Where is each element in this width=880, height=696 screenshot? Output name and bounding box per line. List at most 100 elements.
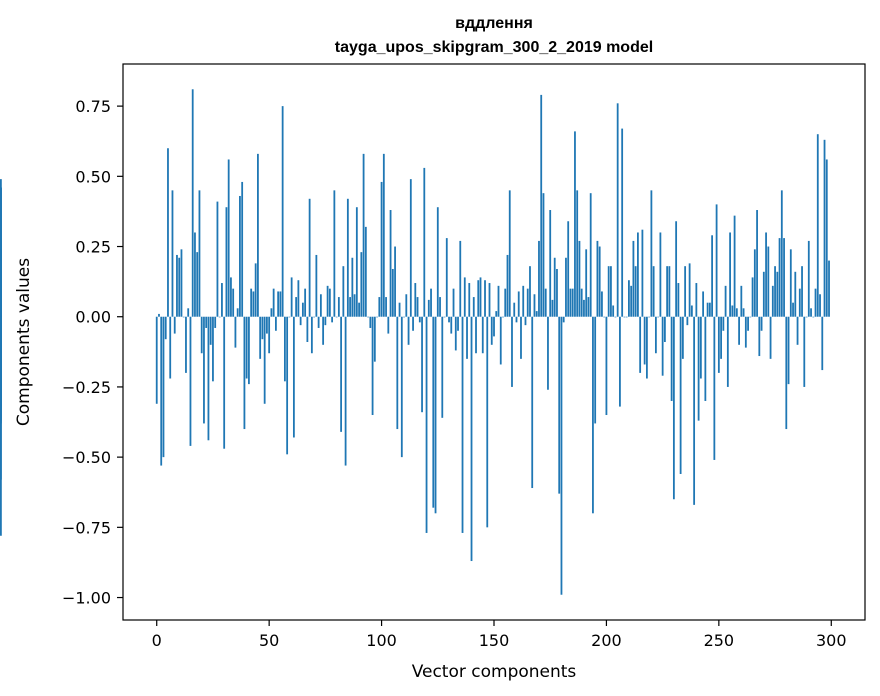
bar-197 <box>598 246 601 317</box>
bar-164 <box>524 316 527 326</box>
bar-196 <box>596 240 599 317</box>
x-tick-label: 250 <box>704 631 735 650</box>
bar-181 <box>562 316 565 323</box>
bar-131 <box>450 316 453 334</box>
bar-93 <box>364 226 367 317</box>
bar-129 <box>445 238 448 317</box>
y-tick-label: −1.00 <box>62 589 111 608</box>
bar-68 <box>308 198 311 317</box>
bar-152 <box>497 285 500 317</box>
bar-105 <box>391 268 394 317</box>
bar-249 <box>715 204 718 317</box>
bar-41 <box>248 316 250 385</box>
y-tick-label: 0.25 <box>75 238 111 257</box>
bar-113 <box>409 179 412 317</box>
bar-224 <box>659 232 662 317</box>
bar-124 <box>434 316 437 514</box>
bar-120 <box>425 316 428 533</box>
bar-270 <box>762 271 765 317</box>
bar-119 <box>423 167 426 317</box>
bar-274 <box>771 285 774 317</box>
bar-192 <box>587 297 590 317</box>
bar-180 <box>560 316 563 595</box>
bar-34 <box>232 288 235 317</box>
bar-128 <box>443 316 446 318</box>
x-axis-ticks: 0 50 100 150 200 250 300 <box>152 620 847 650</box>
bar-178 <box>556 268 558 317</box>
bar-94 <box>367 316 369 318</box>
bar-118 <box>421 316 423 413</box>
bar-232 <box>677 283 680 317</box>
bar-282 <box>789 249 792 317</box>
bar-244 <box>704 316 707 401</box>
bar-36 <box>236 308 239 317</box>
bar-24 <box>209 316 212 345</box>
bar-110 <box>403 316 405 318</box>
x-tick-label: 0 <box>152 631 162 650</box>
bar-74 <box>322 316 325 345</box>
bar-2 <box>160 316 163 466</box>
bar-21 <box>203 316 205 424</box>
y-tick-label: −0.75 <box>62 518 111 537</box>
bar-104 <box>389 210 392 317</box>
bar-130 <box>448 316 450 323</box>
bar-63 <box>297 280 300 317</box>
bar-229 <box>670 316 673 401</box>
bar-51 <box>270 308 273 317</box>
bar-205 <box>616 103 619 317</box>
bar-158 <box>511 316 513 387</box>
bar-85 <box>346 198 349 317</box>
bar-148 <box>488 283 491 317</box>
bar-298 <box>825 159 828 317</box>
bar-163 <box>522 285 525 317</box>
bar-195 <box>594 316 597 424</box>
bar-16 <box>191 89 194 317</box>
bar-47 <box>261 316 264 340</box>
bar-242 <box>699 316 702 379</box>
bar-18 <box>196 252 199 317</box>
bar-154 <box>502 316 504 318</box>
bar-39 <box>243 316 246 430</box>
bar-138 <box>466 316 468 359</box>
bar-107 <box>396 316 399 430</box>
bar-287 <box>801 266 803 317</box>
bar-46 <box>259 316 262 359</box>
bar-97 <box>373 316 376 362</box>
bar-135 <box>459 240 462 317</box>
bar-22 <box>205 316 208 328</box>
bar-57 <box>283 316 286 382</box>
bar-227 <box>666 266 669 317</box>
bar-80 <box>335 316 338 318</box>
bar-83 <box>342 266 345 317</box>
bar-219 <box>648 316 651 318</box>
bar-147 <box>486 316 489 528</box>
bar-116 <box>416 297 419 317</box>
bar-190 <box>583 299 585 317</box>
bar-162 <box>520 316 522 359</box>
bar-65 <box>301 302 304 317</box>
bar-185 <box>571 288 574 317</box>
bar-92 <box>362 153 365 317</box>
bar-223 <box>657 316 660 318</box>
bar-111 <box>405 294 408 317</box>
bar-289 <box>805 316 808 318</box>
bar-231 <box>675 221 678 317</box>
y-axis-ticks: −1.00 −0.75 −0.50 −0.25 0.00 0.25 0.50 0.75 <box>62 97 123 608</box>
bar-90 <box>358 302 360 317</box>
bar-294 <box>816 134 819 317</box>
bar-81 <box>337 297 340 317</box>
bar-187 <box>576 190 579 317</box>
y-tick-label: −0.25 <box>62 378 111 397</box>
bar-273 <box>769 316 772 359</box>
bar-96 <box>371 316 374 416</box>
bar-210 <box>628 280 630 317</box>
bar-115 <box>414 283 417 317</box>
bar-86 <box>349 297 351 317</box>
x-tick-label: 300 <box>816 631 847 650</box>
bar-17 <box>194 232 196 317</box>
bar-199 <box>603 316 606 318</box>
bar-127 <box>441 316 444 418</box>
bar-215 <box>639 316 642 373</box>
bar-134 <box>457 316 459 331</box>
